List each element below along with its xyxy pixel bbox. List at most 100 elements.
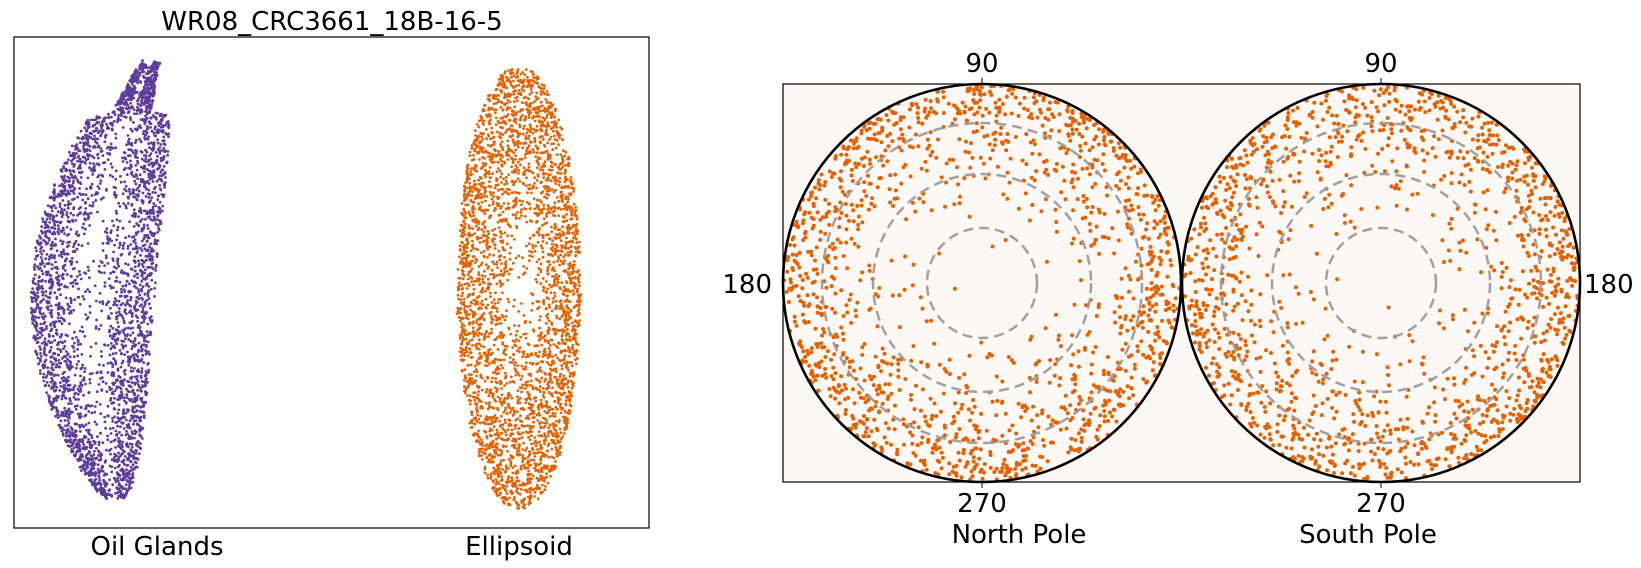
oil-gland-point [52,222,56,226]
oil-gland-point [116,225,120,229]
oil-gland-point [56,267,59,271]
oil-gland-point [54,206,58,210]
ellipsoid-point [501,192,504,196]
oil-gland-point [60,274,64,277]
ellipsoid-point [544,400,548,403]
oil-gland-point [133,436,136,440]
oil-gland-point [72,213,75,217]
oil-gland-point [92,453,96,457]
oil-gland-point [85,317,89,321]
ellipsoid-point [558,136,561,140]
oil-gland-point [44,212,48,216]
oil-gland-point [68,397,72,401]
oil-gland-point [146,83,150,87]
oil-gland-point [37,242,41,246]
oil-gland-point [124,327,127,330]
oil-gland-point [109,398,112,402]
oil-gland-point [118,330,122,334]
oil-gland-point [114,478,117,482]
oil-gland-point [40,258,44,262]
oil-gland-point [75,434,78,438]
oil-gland-point [143,159,146,163]
oil-gland-point [158,221,162,225]
oil-gland-point [123,290,127,293]
oil-gland-point [41,262,45,265]
oil-gland-point [99,134,102,138]
oil-gland-point [48,217,52,221]
oil-gland-point [46,366,49,370]
oil-gland-point [84,423,88,426]
oil-gland-point [146,294,150,298]
oil-gland-point [140,96,144,99]
oil-gland-point [60,207,64,211]
oil-gland-point [34,255,38,258]
oil-gland-point [126,140,130,143]
oil-gland-point [111,259,115,262]
oil-gland-point [63,340,67,343]
oil-gland-point [120,290,123,294]
oil-gland-point [135,415,139,419]
oil-gland-point [36,283,40,286]
oil-gland-point [151,190,155,194]
oil-gland-point [138,429,142,433]
oil-gland-point [119,375,122,379]
oil-gland-point [62,355,66,359]
oil-gland-point [136,326,140,329]
oil-gland-point [103,264,106,267]
oil-gland-point [119,253,123,257]
oil-gland-point [78,455,82,459]
oil-gland-point [127,311,131,314]
oil-gland-point [39,301,42,304]
oil-gland-point [123,353,126,356]
oil-gland-point [115,290,118,294]
ellipsoid-point [518,180,522,183]
ellipsoid-point [516,177,520,181]
oil-gland-point [59,384,63,388]
oil-gland-point [70,184,74,188]
oil-gland-point [118,349,122,352]
oil-gland-point [133,255,137,259]
ellipsoid-point [551,148,555,152]
oil-gland-point [145,125,149,128]
oil-gland-point [74,422,78,426]
oil-gland-point [36,291,39,294]
ellipsoid-point [550,161,554,165]
oil-gland-point [116,257,120,261]
ellipsoid-point [469,356,473,359]
ellipsoid-point [506,139,510,143]
oil-gland-point [47,226,50,229]
oil-gland-point [156,141,160,145]
oil-gland-point [154,185,157,189]
oil-gland-point [66,357,69,361]
ellipsoid-point [505,86,509,90]
oil-gland-point [129,481,133,484]
oil-gland-point [65,353,69,357]
oil-gland-point [145,150,149,154]
oil-gland-point [124,262,127,266]
oil-gland-point [93,284,97,288]
oil-gland-point [78,302,82,306]
oil-gland-point [114,378,118,382]
oil-gland-point [88,161,92,165]
oil-gland-point [113,297,117,300]
oil-gland-point [86,118,90,122]
oil-gland-point [105,473,109,476]
ellipsoid-point [483,452,487,456]
oil-gland-point [135,75,139,78]
ellipsoid-point [517,171,520,175]
oil-gland-point [53,325,57,329]
oil-gland-point [113,243,116,247]
oil-gland-point [131,432,135,435]
ellipsoid-point [539,315,542,318]
oil-gland-point [121,244,125,248]
oil-gland-point [147,182,151,185]
oil-gland-point [139,359,143,362]
ellipsoid-point [470,280,474,283]
oil-gland-point [34,316,38,319]
oil-gland-point [110,470,114,474]
oil-gland-point [144,83,147,87]
oil-gland-point [61,277,65,281]
oil-gland-point [60,215,64,219]
oil-gland-point [136,272,140,276]
oil-gland-point [135,377,139,381]
